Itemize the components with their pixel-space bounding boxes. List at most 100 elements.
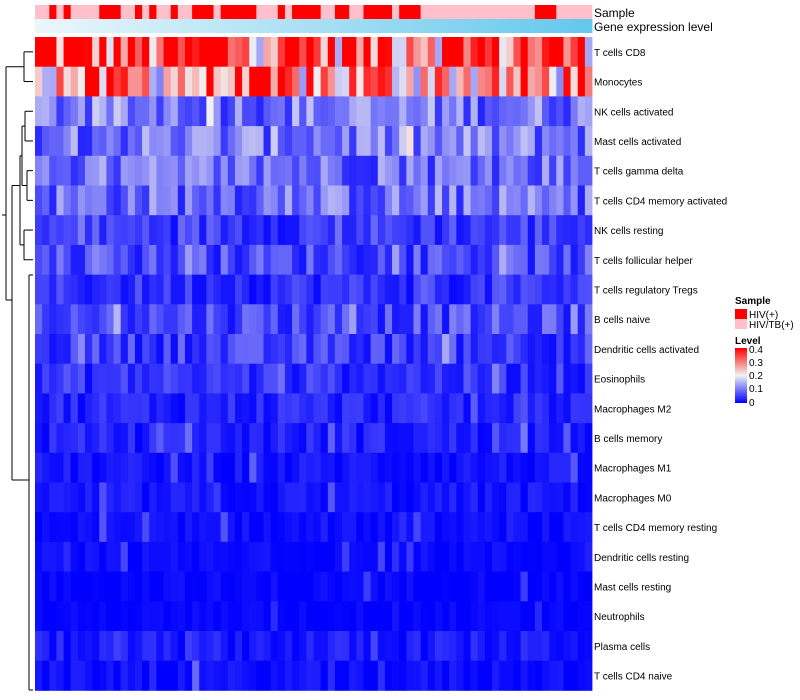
sample-annotation-cell <box>213 5 222 19</box>
heatmap-cell <box>556 660 564 691</box>
heatmap-cell <box>363 185 372 216</box>
heatmap-cell <box>249 244 257 275</box>
heatmap-cell <box>113 512 122 543</box>
heatmap-cell <box>270 363 279 394</box>
heatmap-cell <box>42 631 50 662</box>
heatmap-cell <box>549 155 557 186</box>
heatmap-cell <box>292 244 300 275</box>
heatmap-cell <box>470 631 479 662</box>
heatmap-cell <box>277 66 286 97</box>
heatmap-cell <box>356 155 364 186</box>
heatmap-cell <box>70 304 79 335</box>
heatmap-cell <box>77 185 86 216</box>
heatmap-cell <box>199 363 207 394</box>
heatmap-cell <box>492 423 500 454</box>
heatmap-cell <box>92 660 100 691</box>
heatmap-cell <box>292 601 300 632</box>
heatmap-cell <box>463 482 472 513</box>
heatmap-cell <box>277 452 286 483</box>
heatmap-cell <box>449 126 457 157</box>
heatmap-cell <box>356 244 364 275</box>
heatmap-cell <box>263 304 272 335</box>
row-label: Neutrophils <box>594 612 645 623</box>
heatmap-cell <box>356 571 364 602</box>
heatmap-cell <box>70 37 79 68</box>
heatmap-cell <box>49 363 57 394</box>
heatmap-cell <box>392 363 400 394</box>
heatmap-cell <box>120 304 129 335</box>
heatmap-cell <box>584 512 593 543</box>
heatmap-cell <box>413 571 422 602</box>
heatmap-cell <box>149 185 157 216</box>
heatmap-cell <box>206 601 214 632</box>
heatmap-cell <box>449 334 457 365</box>
heatmap-cell <box>56 304 64 335</box>
heatmap-cell <box>542 512 550 543</box>
heatmap-cell <box>356 452 364 483</box>
heatmap-cell <box>342 37 350 68</box>
sample-annotation-cell <box>292 5 300 19</box>
heatmap-cell <box>456 452 464 483</box>
heatmap-cell <box>427 452 436 483</box>
heatmap-cell <box>384 571 393 602</box>
heatmap-cell <box>270 482 279 513</box>
heatmap-cell <box>163 660 172 691</box>
heatmap-cell <box>542 274 550 305</box>
heatmap-cell <box>134 631 143 662</box>
heatmap-cell <box>570 512 579 543</box>
legend-level-tick: 0.2 <box>749 371 763 382</box>
heatmap-cell <box>306 631 314 662</box>
heatmap-cell <box>449 37 457 68</box>
heatmap-cell <box>506 215 514 246</box>
heatmap-cell <box>249 631 257 662</box>
heatmap-cell <box>463 185 472 216</box>
heatmap-cell <box>113 215 122 246</box>
heatmap-cell <box>334 660 343 691</box>
heatmap-cell <box>477 660 486 691</box>
heatmap-cell <box>413 96 422 127</box>
heatmap-cell <box>370 185 379 216</box>
heatmap-cell <box>77 126 86 157</box>
heatmap-cell <box>442 304 450 335</box>
heatmap-cell <box>42 244 50 275</box>
heatmap-cell <box>256 37 264 68</box>
heatmap-cell <box>63 185 72 216</box>
heatmap-cell <box>334 393 343 424</box>
heatmap-cell <box>227 126 236 157</box>
heatmap-cell <box>384 304 393 335</box>
heatmap-cell <box>306 304 314 335</box>
heatmap-cell <box>506 66 514 97</box>
heatmap-cell <box>277 423 286 454</box>
heatmap-cell <box>192 482 200 513</box>
heatmap-cell <box>413 363 422 394</box>
heatmap-cell <box>284 363 293 394</box>
heatmap-cell <box>377 244 386 275</box>
heatmap-cell <box>427 274 436 305</box>
heatmap-cell <box>206 423 214 454</box>
heatmap-cell <box>377 185 386 216</box>
heatmap-cell <box>170 541 179 572</box>
heatmap-cell <box>292 393 300 424</box>
heatmap-cell <box>156 215 164 246</box>
heatmap-cell <box>163 541 172 572</box>
heatmap-cell <box>249 66 257 97</box>
heatmap-cell <box>420 393 429 424</box>
heatmap-cell <box>63 363 72 394</box>
heatmap-cell <box>306 452 314 483</box>
heatmap-cell <box>449 660 457 691</box>
heatmap-cell <box>334 512 343 543</box>
heatmap-cell <box>127 363 136 394</box>
heatmap-cell <box>99 571 107 602</box>
heatmap-cell <box>220 66 229 97</box>
heatmap-cell <box>442 363 450 394</box>
heatmap-cell <box>227 363 236 394</box>
heatmap-cell <box>163 452 172 483</box>
heatmap-cell <box>170 126 179 157</box>
heatmap-cell <box>77 571 86 602</box>
heatmap-cell <box>149 452 157 483</box>
heatmap-cell <box>192 185 200 216</box>
heatmap-cell <box>306 334 314 365</box>
heatmap-cell <box>270 423 279 454</box>
heatmap-cell <box>313 393 322 424</box>
heatmap-cell <box>492 363 500 394</box>
